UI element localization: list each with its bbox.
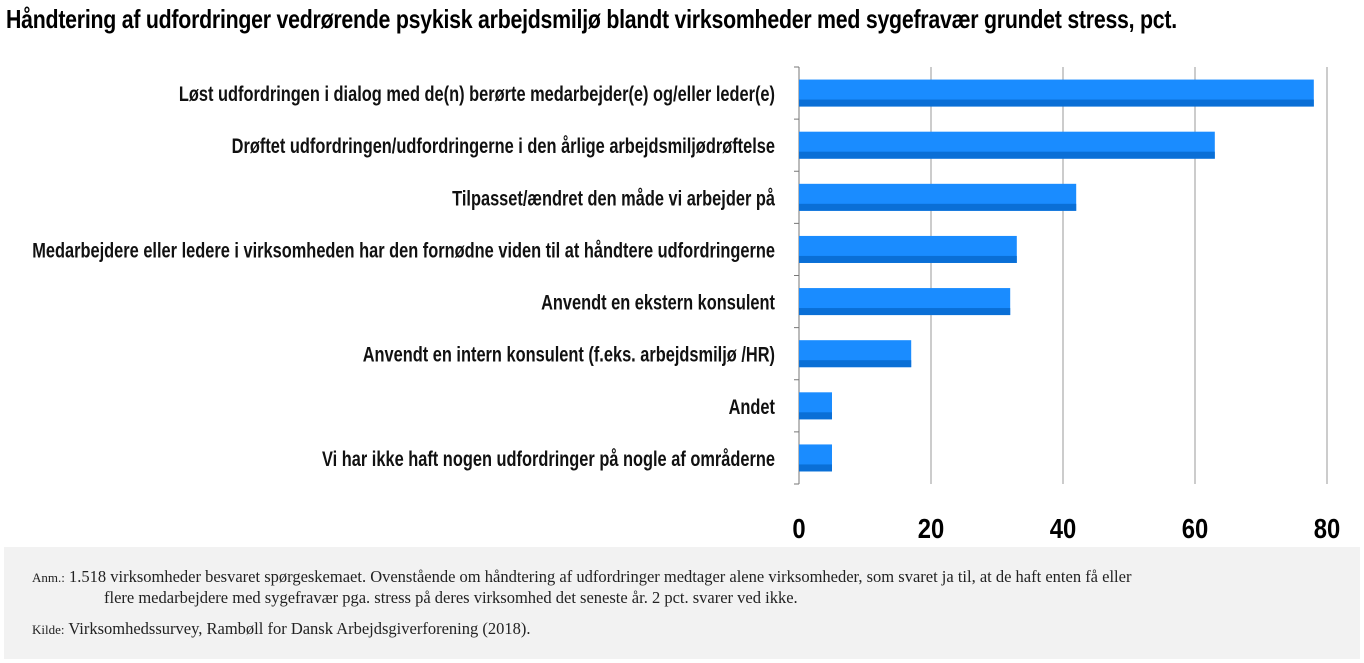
x-tick-label: 0 bbox=[792, 513, 805, 544]
x-tick-label: 80 bbox=[1314, 513, 1340, 544]
category-label: Anvendt en intern konsulent (f.eks. arbe… bbox=[363, 344, 775, 367]
note-anm: Anm.: 1.518 virksomheder besvaret spørge… bbox=[32, 567, 1332, 608]
bar-shadow bbox=[799, 151, 1215, 159]
note-kilde: Kilde: Virksomhedssurvey, Rambøll for Da… bbox=[32, 619, 530, 640]
bar-shadow bbox=[799, 308, 1011, 316]
chart-title: Håndtering af udfordringer vedrørende ps… bbox=[6, 4, 1177, 34]
bar-shadow bbox=[799, 464, 832, 472]
note-kilde-label: Kilde: bbox=[32, 622, 65, 637]
category-label: Drøftet udfordringen/udfordringerne i de… bbox=[232, 135, 775, 158]
category-label: Medarbejdere eller ledere i virksomheden… bbox=[32, 239, 775, 262]
category-labels: Løst udfordringen i dialog med de(n) ber… bbox=[32, 83, 775, 471]
notes-box: Anm.: 1.518 virksomheder besvaret spørge… bbox=[4, 547, 1360, 659]
bar-shadow bbox=[799, 255, 1017, 263]
note-anm-label: Anm.: bbox=[32, 570, 65, 585]
category-label: Andet bbox=[729, 396, 775, 419]
note-anm-text-2: flere medarbejdere med sygefravær pga. s… bbox=[104, 588, 798, 607]
x-tick-label: 20 bbox=[918, 513, 944, 544]
note-anm-text-1: 1.518 virksomheder besvaret spørgeskemae… bbox=[69, 567, 1132, 586]
bar-chart: Løst udfordringen i dialog med de(n) ber… bbox=[32, 66, 1340, 544]
grid-lines bbox=[794, 66, 1328, 485]
category-label: Vi har ikke haft nogen udfordringer på n… bbox=[322, 448, 775, 471]
x-tick-label: 60 bbox=[1182, 513, 1208, 544]
bars bbox=[799, 79, 1314, 472]
bar-shadow bbox=[799, 99, 1314, 107]
bar-shadow bbox=[799, 203, 1077, 211]
category-label: Løst udfordringen i dialog med de(n) ber… bbox=[179, 83, 775, 106]
bar-shadow bbox=[799, 360, 912, 368]
bar-shadow bbox=[799, 412, 832, 420]
category-label: Tilpasset/ændret den måde vi arbejder på bbox=[452, 187, 775, 210]
x-axis-ticks: 0 20 40 60 80 bbox=[792, 513, 1340, 544]
category-label: Anvendt en ekstern konsulent bbox=[541, 292, 775, 315]
note-kilde-text: Virksomhedssurvey, Rambøll for Dansk Arb… bbox=[68, 619, 531, 638]
x-tick-label: 40 bbox=[1050, 513, 1076, 544]
